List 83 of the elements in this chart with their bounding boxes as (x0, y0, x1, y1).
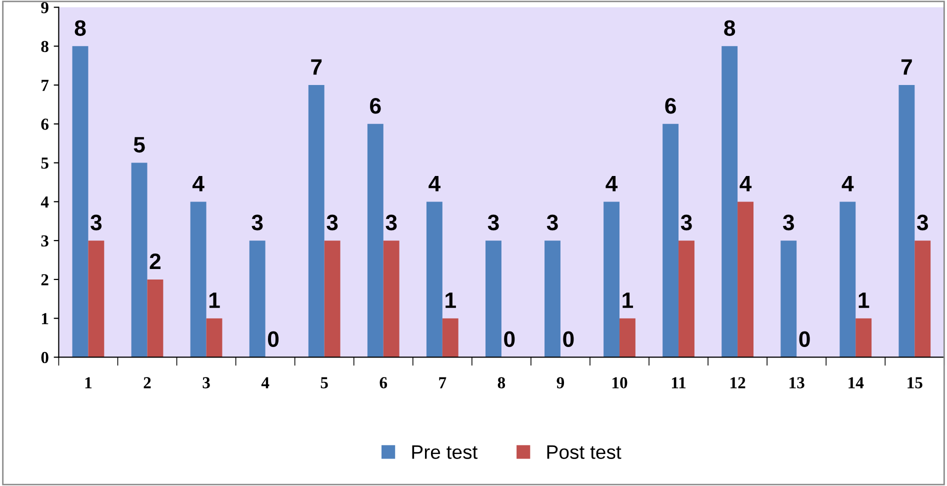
data-label: 3 (680, 214, 692, 230)
x-tick-label: 2 (144, 377, 151, 388)
data-label: 6 (665, 98, 676, 114)
data-label: 5 (134, 137, 145, 153)
data-label: 3 (546, 214, 558, 230)
data-label: 3 (90, 214, 102, 230)
bar (206, 318, 222, 358)
bar (308, 85, 324, 358)
bar (190, 202, 206, 358)
data-label: 4 (428, 176, 440, 192)
x-tick-label: 1 (85, 377, 92, 388)
data-label: 0 (504, 331, 515, 347)
data-label: 2 (150, 253, 161, 270)
data-label: 7 (311, 59, 322, 75)
bar (72, 46, 88, 358)
x-tick-label: 10 (612, 377, 628, 388)
bar (131, 162, 148, 358)
bar (856, 318, 872, 358)
bar (738, 202, 754, 358)
y-tick-label: 6 (41, 118, 49, 130)
data-label: 1 (858, 292, 870, 308)
data-label: 3 (488, 214, 499, 230)
y-tick-label: 7 (42, 80, 49, 91)
x-tick-label: 14 (848, 377, 864, 388)
data-label: 1 (209, 292, 220, 308)
bar (442, 318, 458, 358)
data-label: 0 (268, 331, 279, 347)
bar (604, 202, 620, 358)
data-label: 4 (606, 176, 618, 192)
data-label: 4 (192, 176, 204, 192)
data-label: 4 (842, 176, 854, 192)
bar (147, 279, 164, 358)
bar (619, 318, 636, 358)
x-tick-label: 15 (908, 377, 922, 388)
bar (367, 124, 384, 358)
y-tick-label: 8 (41, 40, 48, 52)
x-tick-label: 3 (202, 377, 210, 388)
legend-label: Post test (547, 445, 622, 459)
data-label: 1 (622, 292, 634, 308)
x-tick-label: 9 (556, 377, 564, 388)
y-tick-label: 3 (41, 235, 48, 247)
data-label: 1 (446, 292, 456, 308)
bar (662, 124, 679, 358)
x-tick-label: 11 (672, 377, 686, 388)
x-tick-label: 8 (498, 377, 506, 388)
data-label: 0 (799, 331, 810, 347)
bar (486, 240, 502, 358)
y-tick-label: 1 (42, 313, 48, 324)
data-label: 3 (386, 214, 397, 230)
data-label: 3 (782, 214, 794, 230)
x-tick-label: 5 (320, 377, 328, 388)
bar (324, 240, 340, 358)
data-label: 8 (74, 20, 86, 36)
data-label: 3 (916, 214, 928, 230)
bar (898, 85, 915, 358)
data-label: 0 (563, 331, 574, 347)
data-label: 8 (724, 20, 736, 36)
legend-label: Pre test (412, 445, 478, 459)
x-tick-label: 12 (730, 377, 746, 388)
bar (780, 240, 797, 358)
bar (722, 46, 738, 358)
x-tick-label: 7 (439, 377, 446, 388)
x-tick-label: 4 (261, 377, 270, 388)
y-tick-label: 2 (41, 274, 48, 286)
x-tick-label: 13 (790, 377, 804, 388)
y-tick-label: 5 (41, 158, 48, 169)
bar (840, 202, 856, 358)
bar (426, 202, 442, 358)
bar (88, 240, 104, 358)
y-tick-label: 0 (41, 352, 48, 364)
bar (914, 240, 931, 358)
y-tick-label: 9 (41, 2, 48, 14)
data-label: 3 (252, 214, 263, 230)
bar (678, 240, 694, 358)
x-tick-label: 6 (380, 377, 388, 388)
bar (249, 240, 266, 358)
bar (544, 240, 560, 358)
data-label: 6 (370, 98, 381, 114)
data-label: 3 (326, 214, 338, 230)
bar (383, 240, 400, 358)
data-label: 4 (740, 176, 752, 192)
data-label: 7 (901, 59, 912, 75)
y-tick-label: 4 (40, 196, 49, 208)
